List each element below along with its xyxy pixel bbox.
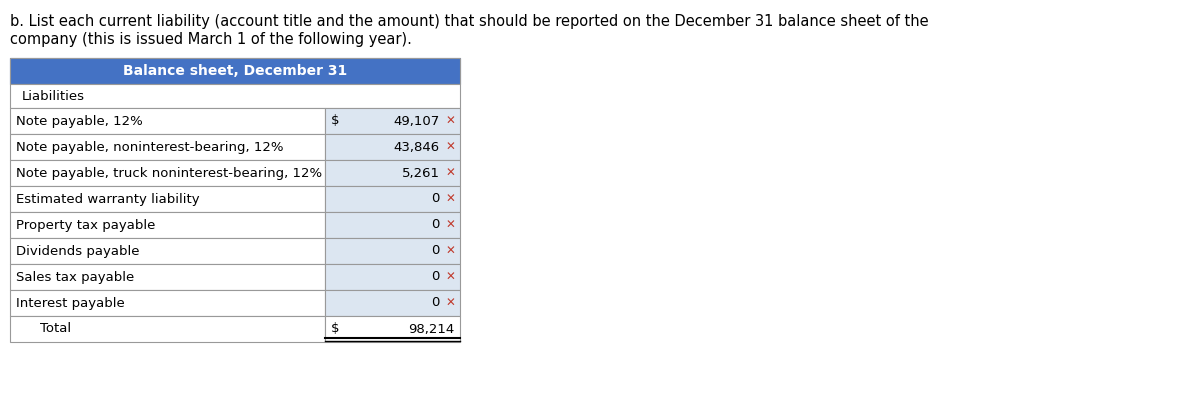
- Text: ✕: ✕: [446, 115, 455, 127]
- Bar: [325, 134, 460, 160]
- Text: ✕: ✕: [446, 296, 455, 309]
- Text: ✕: ✕: [446, 140, 455, 153]
- Bar: [325, 264, 460, 290]
- Text: ✕: ✕: [446, 166, 455, 179]
- Bar: [9, 108, 325, 134]
- Bar: [325, 238, 460, 264]
- Text: 0: 0: [431, 270, 440, 283]
- Bar: [9, 316, 325, 342]
- Text: 5,261: 5,261: [402, 166, 440, 179]
- Text: 43,846: 43,846: [394, 140, 440, 153]
- Bar: [9, 290, 325, 316]
- Text: Balance sheet, December 31: Balance sheet, December 31: [123, 64, 348, 78]
- Bar: [9, 58, 460, 84]
- Text: Property tax payable: Property tax payable: [17, 219, 155, 232]
- Text: Total: Total: [40, 323, 71, 336]
- Bar: [325, 316, 460, 342]
- Bar: [325, 186, 460, 212]
- Text: ✕: ✕: [446, 193, 455, 206]
- Text: Interest payable: Interest payable: [17, 296, 125, 309]
- Text: 0: 0: [431, 219, 440, 232]
- Text: 0: 0: [431, 193, 440, 206]
- Bar: [325, 108, 460, 134]
- Text: b. List each current liability (account title and the amount) that should be rep: b. List each current liability (account …: [9, 14, 929, 29]
- Bar: [9, 212, 325, 238]
- Bar: [9, 134, 325, 160]
- Bar: [9, 264, 325, 290]
- Bar: [325, 160, 460, 186]
- Bar: [9, 84, 460, 108]
- Bar: [9, 160, 325, 186]
- Text: company (this is issued March 1 of the following year).: company (this is issued March 1 of the f…: [9, 32, 411, 47]
- Text: Sales tax payable: Sales tax payable: [17, 270, 135, 283]
- Text: Note payable, 12%: Note payable, 12%: [17, 115, 143, 127]
- Bar: [9, 238, 325, 264]
- Text: Dividends payable: Dividends payable: [17, 245, 139, 257]
- Text: ✕: ✕: [446, 270, 455, 283]
- Text: $: $: [331, 115, 339, 127]
- Bar: [9, 186, 325, 212]
- Text: Liabilities: Liabilities: [22, 89, 85, 102]
- Text: ✕: ✕: [446, 245, 455, 257]
- Bar: [9, 58, 460, 84]
- Text: 98,214: 98,214: [408, 323, 454, 336]
- Bar: [325, 290, 460, 316]
- Bar: [325, 212, 460, 238]
- Text: 0: 0: [431, 296, 440, 309]
- Text: 0: 0: [431, 245, 440, 257]
- Text: ✕: ✕: [446, 219, 455, 232]
- Text: 49,107: 49,107: [394, 115, 440, 127]
- Text: Note payable, noninterest-bearing, 12%: Note payable, noninterest-bearing, 12%: [17, 140, 284, 153]
- Text: Note payable, truck noninterest-bearing, 12%: Note payable, truck noninterest-bearing,…: [17, 166, 323, 179]
- Text: $: $: [331, 323, 339, 336]
- Text: Estimated warranty liability: Estimated warranty liability: [17, 193, 200, 206]
